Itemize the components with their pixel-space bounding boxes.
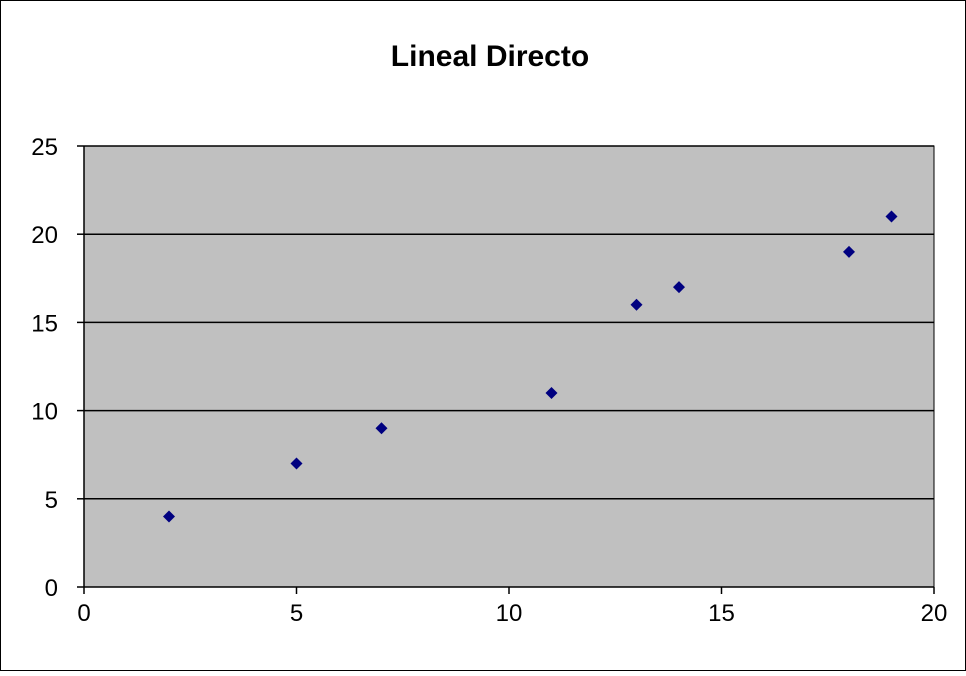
plot-area: 0 5 10 15 20 25 0 5 10 15 20	[31, 134, 947, 627]
data-point	[163, 510, 175, 523]
y-tick-label: 20	[31, 222, 58, 249]
x-tick-label: 0	[77, 600, 90, 627]
data-point	[545, 386, 558, 399]
x-tick-label: 15	[708, 600, 735, 627]
x-tick-label: 10	[496, 600, 523, 627]
plot-background	[83, 145, 935, 588]
y-tick-label: 10	[31, 399, 58, 426]
y-tick-label: 0	[45, 575, 58, 602]
chart-title: Lineal Directo	[391, 40, 589, 73]
y-tick-label: 25	[31, 134, 58, 161]
y-tick-label: 15	[31, 310, 58, 337]
data-point	[630, 298, 643, 311]
data-point	[843, 245, 855, 258]
x-tick-label: 20	[921, 600, 948, 627]
data-point	[673, 281, 685, 294]
data-point	[885, 210, 898, 223]
data-point	[375, 422, 388, 435]
data-point	[290, 457, 303, 470]
x-tick-label: 5	[290, 600, 303, 627]
y-tick-label: 5	[45, 487, 58, 514]
